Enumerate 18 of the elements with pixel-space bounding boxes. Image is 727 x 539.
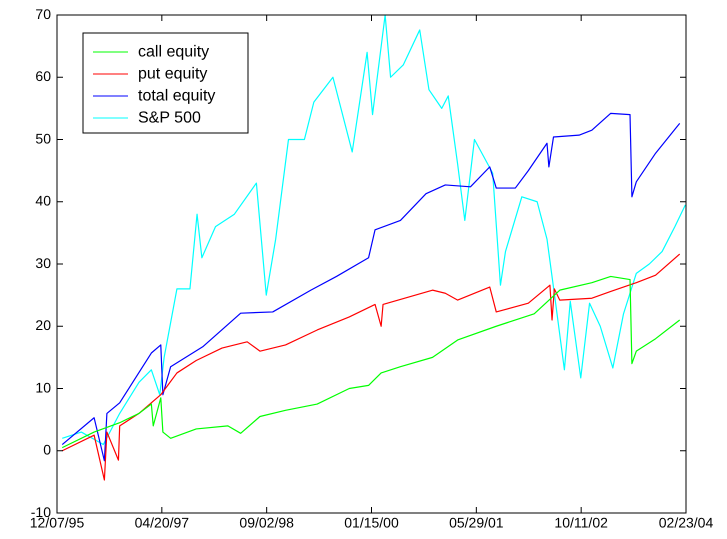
y-tick-label: 70 xyxy=(35,6,52,22)
x-tick-label: 09/02/98 xyxy=(239,514,294,530)
legend-label: put equity xyxy=(138,65,208,82)
y-tick-label: 60 xyxy=(35,68,52,84)
y-tick-label: 20 xyxy=(35,317,52,334)
x-tick-label: 01/15/00 xyxy=(344,514,399,530)
legend-label: S&P 500 xyxy=(138,109,201,126)
y-tick-label: 10 xyxy=(35,379,52,396)
legend-label: total equity xyxy=(138,87,216,104)
y-tick-label: 30 xyxy=(35,254,52,271)
x-tick-label: 04/20/97 xyxy=(134,514,190,530)
y-tick-label: 50 xyxy=(35,130,52,146)
legend-label: call equity xyxy=(138,43,210,60)
y-tick-label: 0 xyxy=(43,442,52,458)
y-tick-label: 40 xyxy=(35,192,52,209)
x-tick-label: 02/23/04 xyxy=(658,514,714,530)
x-tick-label: 05/29/01 xyxy=(449,514,504,530)
x-tick-label: 10/11/02 xyxy=(554,514,608,530)
